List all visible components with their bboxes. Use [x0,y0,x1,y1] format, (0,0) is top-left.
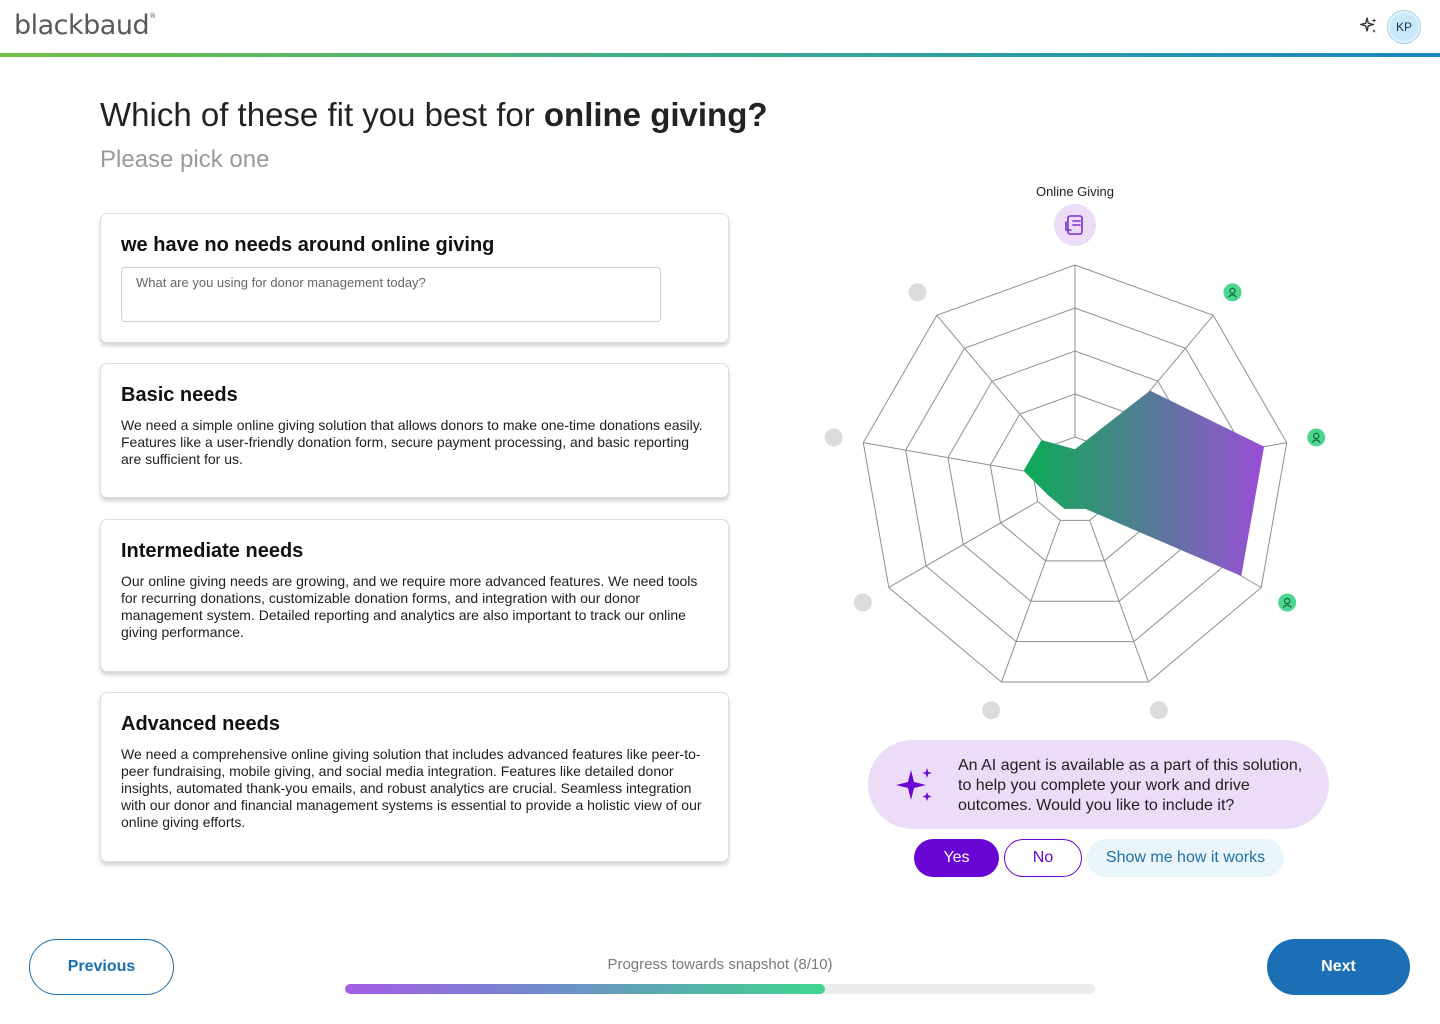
option-card-intermediate[interactable]: Intermediate needs Our online giving nee… [100,519,729,672]
radar-axis-dot[interactable] [853,593,872,612]
radar-axis-line [936,314,1048,448]
option-title: we have no needs around online giving [121,234,495,256]
people-group-icon[interactable] [1223,283,1242,302]
show-how-it-works-button[interactable]: Show me how it works [1087,839,1284,877]
ai-agent-prompt: An AI agent is available as a part of th… [868,740,1329,829]
radar-axis-dot[interactable] [1149,701,1168,720]
bank-icon[interactable] [1307,428,1326,447]
option-title: Advanced needs [121,713,280,735]
option-description: Our online giving needs are growing, and… [121,573,698,640]
previous-button[interactable]: Previous [29,939,174,995]
radar-active-axis-label: Online Giving [1035,184,1115,199]
option-title: Basic needs [121,384,238,406]
mobile-giving-icon[interactable] [1054,204,1096,246]
user-avatar[interactable]: KP [1388,11,1420,43]
ai-sparkle-icon [896,768,932,801]
option-title: Intermediate needs [121,540,304,562]
radar-grid-ring [862,264,1288,683]
progress-bar-fill [345,984,825,994]
sparkle-icon[interactable] [1359,16,1379,36]
radar-grid-ring [905,307,1245,643]
option-card-advanced[interactable]: Advanced needs We need a comprehensive o… [100,692,729,862]
option-description: We need a comprehensive online giving so… [121,746,702,830]
radar-axis-line [888,501,1039,588]
blackbaud-logo[interactable]: blackbaud® [14,10,156,41]
donor-management-input[interactable] [121,267,661,322]
ai-yes-button[interactable]: Yes [914,839,999,877]
radar-chart [824,204,1326,720]
radar-axis-line [1089,520,1150,683]
ai-no-button[interactable]: No [1004,839,1082,877]
progress-bar [345,984,1095,994]
radar-axis-dot[interactable] [824,428,843,447]
page-title: Which of these fit you best for online g… [100,96,768,133]
radar-axis-line [1000,520,1061,683]
next-button[interactable]: Next [1267,939,1410,995]
radar-axis-dot[interactable] [908,283,927,302]
page-subtitle: Please pick one [100,146,270,173]
option-card-basic[interactable]: Basic needs We need a simple online givi… [100,363,729,498]
person-icon[interactable] [1278,593,1297,612]
header-accent-line [0,53,1440,57]
option-description: We need a simple online giving solution … [121,417,703,467]
top-bar: blackbaud® KP [0,0,1440,54]
radar-axis-line [863,442,1033,474]
progress-label: Progress towards snapshot (8/10) [607,956,833,973]
radar-score-shape [1023,390,1265,576]
option-card-no-needs[interactable]: we have no needs around online giving [100,213,729,343]
radar-axis-dot[interactable] [982,701,1001,720]
ai-agent-text: An AI agent is available as a part of th… [958,757,1303,814]
